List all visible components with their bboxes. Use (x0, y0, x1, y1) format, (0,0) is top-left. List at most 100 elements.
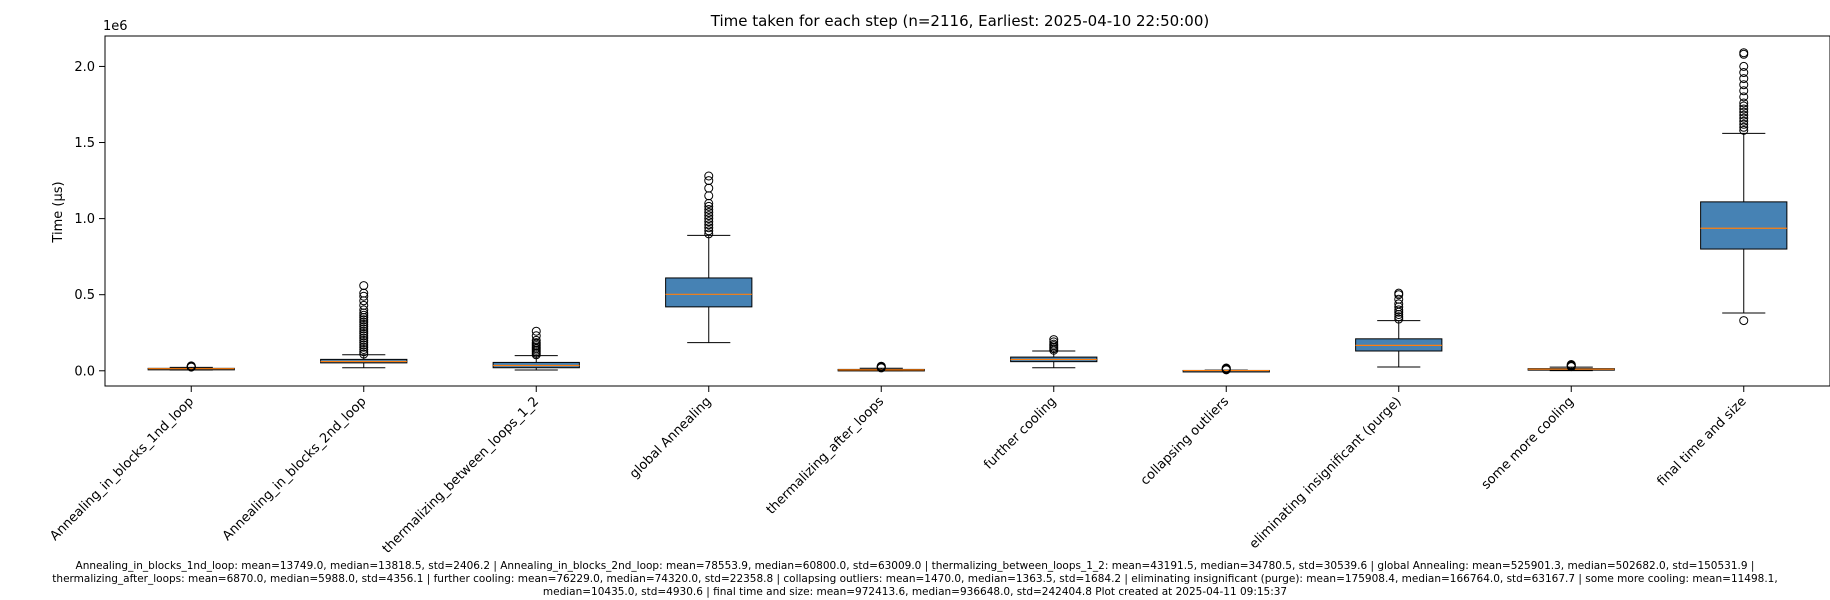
outlier-point (1394, 299, 1404, 309)
statistics-footer: Annealing_in_blocks_1nd_loop: mean=13749… (0, 560, 1830, 599)
outlier-point (704, 204, 714, 214)
outlier-point (704, 214, 714, 224)
outlier-point (1739, 86, 1749, 96)
y-axis: 0.0 0.5 1.0 1.5 2.0 (74, 60, 105, 379)
outlier-point (359, 300, 369, 310)
box-1 (147, 361, 235, 372)
outlier-point (531, 331, 541, 341)
outlier-point (704, 220, 714, 230)
outlier-point (1739, 316, 1749, 326)
footer-line-2: thermalizing_after_loops: mean=6870.0, m… (52, 573, 1778, 585)
y-tick-label: 2.0 (74, 60, 95, 75)
outlier-point (359, 281, 369, 291)
box-4 (665, 171, 753, 344)
outlier-point (1394, 305, 1404, 315)
y-tick-label: 0.0 (74, 364, 95, 379)
outlier-point (359, 347, 369, 357)
outlier-point (1394, 294, 1404, 304)
outlier-point (1739, 122, 1749, 132)
box-6 (1010, 335, 1098, 369)
x-tick-label: collapsing outliers (1138, 394, 1232, 488)
outlier-point (1049, 335, 1059, 345)
outlier-point (359, 296, 369, 306)
outlier-point (1221, 363, 1231, 373)
outlier-point (1739, 61, 1749, 71)
footer-line-3: median=10435.0, std=4930.6 | final time … (542, 586, 1288, 598)
box-5 (837, 361, 925, 373)
outlier-point (186, 361, 196, 371)
outlier-point (1739, 101, 1749, 111)
x-axis: Annealing_in_blocks_1nd_loop Annealing_in… (47, 386, 1750, 557)
box-plot-chart: Time taken for each step (n=2116, Earlie… (47, 12, 1830, 557)
y-scale-label: 1e6 (103, 19, 128, 34)
outlier-point (359, 317, 369, 327)
footer-line-1: Annealing_in_blocks_1nd_loop: mean=13749… (75, 560, 1755, 572)
outlier-point (1739, 107, 1749, 117)
outlier-point (359, 326, 369, 336)
outlier-point (1049, 337, 1059, 347)
outlier-point (704, 217, 714, 227)
outlier-point (359, 338, 369, 348)
outlier-point (1394, 312, 1404, 322)
outlier-point (1739, 74, 1749, 84)
outlier-point (359, 342, 369, 352)
x-tick-label: final time and size (1655, 394, 1750, 489)
outlier-point (359, 344, 369, 354)
outlier-point (359, 315, 369, 325)
outlier-point (1739, 80, 1749, 90)
outlier-point (1739, 92, 1749, 102)
outlier-point (359, 329, 369, 338)
outlier-point (359, 335, 369, 345)
box-10 (1700, 48, 1788, 326)
outlier-point (1739, 98, 1749, 108)
x-tick-label: further cooling (981, 394, 1059, 472)
outlier-point (359, 340, 369, 350)
outlier-point (359, 305, 369, 315)
outlier-point (704, 211, 714, 221)
outlier-point (1739, 119, 1749, 129)
box-iqr (1700, 201, 1788, 250)
outlier-point (876, 361, 886, 371)
box-7 (1182, 363, 1270, 375)
outlier-point (1566, 360, 1576, 370)
outlier-point (1739, 113, 1749, 123)
x-tick-label: global Annealing (627, 394, 715, 482)
outlier-point (1739, 48, 1749, 58)
outlier-point (531, 338, 541, 348)
outlier-point (704, 223, 714, 233)
plot-frame (104, 35, 1830, 387)
outlier-point (531, 335, 541, 345)
box-3 (492, 326, 580, 371)
outlier-point (1394, 288, 1404, 298)
y-axis-label: Time (µs) (51, 181, 66, 243)
box-iqr (665, 277, 753, 308)
outlier-point (704, 171, 714, 181)
y-tick-label: 0.5 (74, 288, 95, 303)
outlier-point (359, 333, 369, 343)
outlier-point (704, 201, 714, 211)
outlier-point (359, 319, 369, 329)
outlier-point (1049, 339, 1059, 349)
outlier-point (359, 322, 369, 332)
x-tick-label: eliminating insignificant (purge) (1247, 394, 1405, 552)
x-tick-label: some more cooling (1479, 394, 1577, 492)
outlier-point (359, 331, 369, 341)
outlier-point (1739, 116, 1749, 126)
outlier-point (1739, 68, 1749, 78)
outlier-point (359, 291, 369, 301)
outlier-point (704, 176, 714, 186)
outlier-point (1739, 110, 1749, 120)
y-tick-label: 1.0 (74, 212, 95, 227)
outlier-point (704, 226, 714, 236)
plot-area (147, 48, 1788, 375)
outlier-point (704, 208, 714, 218)
outlier-point (531, 326, 541, 336)
y-tick-label: 1.5 (74, 136, 95, 151)
box-9 (1527, 360, 1615, 372)
outlier-point (359, 310, 369, 320)
x-tick-label: thermalizing_after_loops (764, 394, 888, 518)
x-tick-label: thermalizing_between_loops_1_2 (380, 394, 542, 556)
outlier-point (1394, 314, 1404, 324)
outlier-point (359, 349, 369, 359)
outlier-point (704, 191, 714, 201)
